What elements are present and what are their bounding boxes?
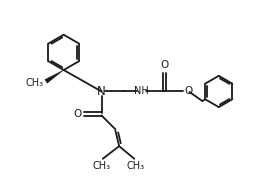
Polygon shape xyxy=(45,70,64,83)
Text: NH: NH xyxy=(134,86,149,96)
Text: O: O xyxy=(185,86,193,96)
Text: O: O xyxy=(73,109,81,119)
Text: N: N xyxy=(97,85,106,98)
Text: CH₃: CH₃ xyxy=(92,161,111,171)
Text: CH₃: CH₃ xyxy=(26,78,44,88)
Text: CH₃: CH₃ xyxy=(127,161,145,171)
Text: O: O xyxy=(161,60,169,70)
